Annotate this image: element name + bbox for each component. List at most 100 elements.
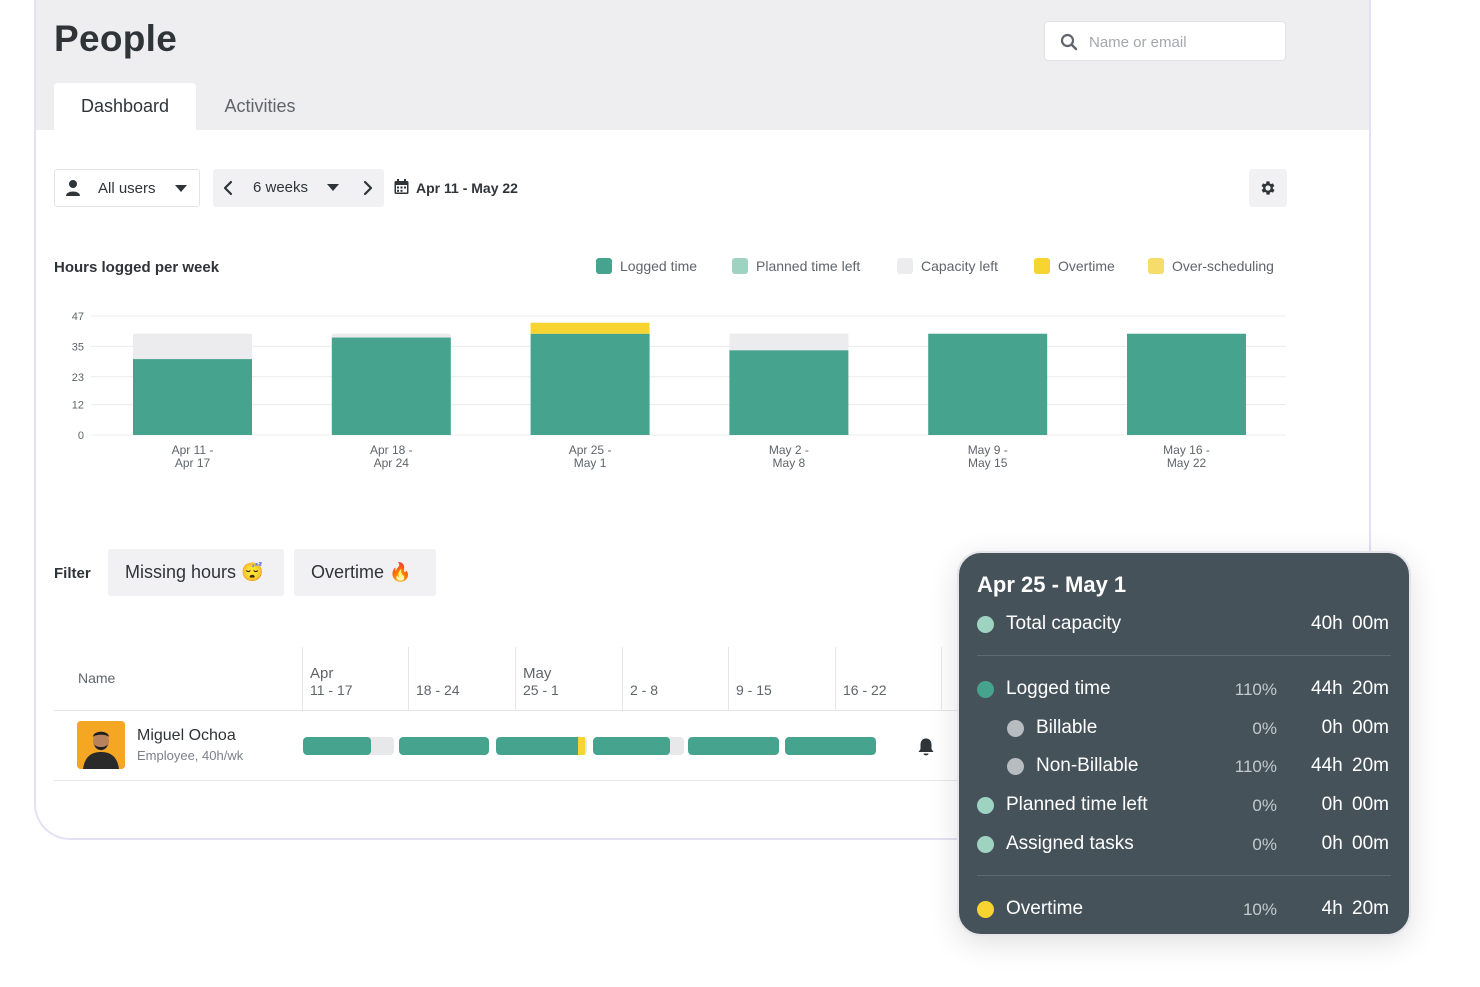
week-overtime-fill [577, 737, 586, 755]
tooltip-row-hours: 0h 00m [1321, 794, 1389, 815]
y-tick-label: 47 [72, 311, 84, 323]
week-hours-bar[interactable] [496, 737, 587, 755]
legend-swatch [1034, 258, 1050, 274]
x-tick-label: Apr 17 [175, 456, 211, 470]
tooltip-row-percent: 0% [1252, 719, 1277, 738]
tooltip-row-hours: 40h 00m [1311, 613, 1389, 634]
bar-logged-time [331, 337, 451, 435]
legend-dot [977, 681, 994, 698]
week-hours-fill [303, 737, 372, 755]
week-hours-fill [688, 737, 779, 755]
week-hours-bar[interactable] [399, 737, 489, 755]
legend-dot [977, 901, 994, 918]
tooltip-row-label: Billable [1036, 717, 1098, 738]
month-label: Apr [310, 665, 334, 682]
tooltip-row-label: Assigned tasks [1006, 833, 1134, 854]
week-hours-fill [399, 737, 489, 755]
y-tick-label: 35 [72, 341, 84, 353]
week-hours-fill [785, 737, 876, 755]
days-label: 2 - 8 [630, 682, 659, 698]
gear-icon [1261, 181, 1275, 195]
filter-overtime[interactable]: Overtime 🔥 [294, 549, 436, 596]
search-input[interactable] [1089, 30, 1279, 54]
tooltip-row-hours: 44h 20m [1311, 755, 1389, 776]
tab-activities[interactable]: Activities [224, 96, 296, 116]
fire-icon: 🔥 [389, 562, 412, 582]
week-hours-bar[interactable] [303, 737, 394, 755]
person-name[interactable]: Miguel Ochoa [137, 727, 236, 744]
week-hours-bar[interactable] [785, 737, 876, 755]
bar-capacity-left [133, 333, 252, 360]
chart-title: Hours logged per week [54, 259, 220, 276]
chevron-left-icon[interactable] [223, 180, 233, 196]
tooltip-row-overtime: Overtime 10% 4h 20m [959, 895, 1409, 925]
legend-dot [977, 836, 994, 853]
tooltip-row-percent: 10% [1242, 900, 1277, 919]
month-label: May [523, 665, 552, 682]
user-icon [66, 180, 80, 196]
days-label: 25 - 1 [523, 682, 559, 698]
legend-swatch [732, 258, 748, 274]
filter-label: Filter [54, 565, 91, 582]
bar-capacity-left [331, 333, 451, 338]
week-column-header: 9 - 15 [728, 647, 835, 710]
filter-missing-hours[interactable]: Missing hours 😴 [108, 549, 284, 596]
search-icon [1060, 33, 1078, 51]
legend-swatch [897, 258, 913, 274]
week-hours-bar[interactable] [593, 737, 684, 755]
legend-label: Over-scheduling [1172, 258, 1274, 274]
tab-dashboard[interactable]: Dashboard [54, 83, 196, 130]
caret-down-icon[interactable] [327, 184, 339, 192]
avatar[interactable] [77, 721, 125, 769]
x-tick-label: Apr 25 - [569, 443, 612, 457]
x-tick-label: Apr 18 - [370, 443, 413, 457]
tooltip-row-percent: 0% [1252, 835, 1277, 854]
week-column-header: May 25 - 1 [515, 647, 622, 710]
tooltip-row-hours: 0h 00m [1321, 833, 1389, 854]
page-title: People [54, 18, 178, 59]
bar-logged-time [928, 333, 1048, 435]
tooltip-row-percent: 0% [1252, 796, 1277, 815]
y-tick-label: 0 [78, 430, 84, 442]
week-column-header: 16 - 22 [835, 647, 942, 710]
name-column-header: Name [78, 670, 116, 686]
bar-overtime [530, 322, 650, 334]
legend-logged-time: Logged time [596, 258, 697, 274]
weeks-dropdown-label[interactable]: 6 weeks [253, 179, 309, 196]
legend-dot [1007, 758, 1024, 775]
bar-logged-time [729, 350, 849, 435]
tooltip-row-non-billable: Non-Billable 110% 44h 20m [959, 752, 1409, 782]
date-range-label: Apr 11 - May 22 [416, 180, 518, 196]
bell-icon[interactable] [917, 737, 935, 757]
legend-planned-time-left: Planned time left [732, 258, 860, 274]
week-hours-bar[interactable] [688, 737, 779, 755]
tooltip-row-label: Planned time left [1006, 794, 1148, 815]
tooltip-row-billable: Billable 0% 0h 00m [959, 714, 1409, 744]
x-tick-label: Apr 11 - [172, 443, 214, 457]
settings-button[interactable] [1249, 169, 1287, 207]
users-dropdown-label: All users [98, 180, 156, 197]
tooltip-row-hours: 44h 20m [1311, 678, 1389, 699]
filter-chip-label: Missing hours [125, 562, 237, 582]
column-divider [941, 647, 961, 710]
legend-label: Logged time [620, 258, 698, 274]
week-column-header: Apr 11 - 17 [302, 647, 409, 710]
users-dropdown[interactable]: All users [54, 169, 200, 207]
x-tick-label: May 1 [574, 456, 607, 470]
tooltip-row-percent: 110% [1234, 680, 1277, 699]
tooltip-row-label: Logged time [1006, 678, 1111, 699]
x-tick-label: Apr 24 [374, 456, 410, 470]
search-box[interactable] [1044, 21, 1286, 61]
tooltip-divider [977, 655, 1391, 656]
tooltip-row-assigned-tasks: Assigned tasks 0% 0h 00m [959, 830, 1409, 860]
bar-capacity-left [729, 333, 849, 351]
tooltip-row-planned-time-left: Planned time left 0% 0h 00m [959, 791, 1409, 821]
tooltip-row-hours: 4h 20m [1321, 898, 1389, 919]
table-row-divider [54, 780, 1354, 781]
chevron-right-icon[interactable] [363, 180, 373, 196]
bar-logged-time [530, 333, 650, 435]
bar-logged-time [133, 359, 252, 435]
legend-swatch [596, 258, 612, 274]
days-label: 18 - 24 [416, 682, 460, 698]
tooltip-divider [977, 875, 1391, 876]
